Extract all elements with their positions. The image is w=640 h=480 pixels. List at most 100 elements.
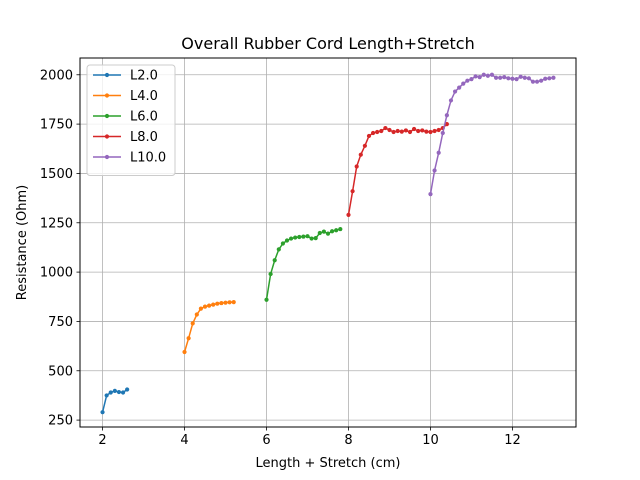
data-point	[403, 128, 408, 133]
data-point	[428, 129, 433, 135]
legend-item: L6.0	[93, 110, 158, 125]
series-L6.0	[264, 226, 343, 302]
data-point	[100, 410, 105, 415]
data-point	[366, 133, 372, 139]
legend-item: L8.0	[93, 130, 158, 145]
data-point	[350, 189, 355, 194]
data-point	[289, 236, 294, 241]
data-point	[428, 192, 433, 197]
data-point	[223, 300, 228, 305]
legend-label: L4.0	[130, 89, 158, 104]
data-point	[457, 85, 462, 90]
data-point	[440, 130, 445, 136]
legend-item: L10.0	[93, 151, 166, 166]
data-point	[301, 234, 306, 239]
data-point	[358, 152, 363, 157]
data-point	[526, 76, 531, 81]
data-point	[489, 72, 495, 77]
data-point	[202, 304, 208, 309]
data-point	[461, 81, 466, 86]
data-point	[522, 75, 527, 80]
data-point	[469, 77, 474, 82]
legend-item: L4.0	[93, 89, 158, 104]
data-point	[551, 75, 556, 80]
data-point	[370, 130, 376, 136]
data-point	[112, 388, 117, 393]
y-tick-label: 500	[48, 364, 73, 379]
data-point	[485, 73, 490, 78]
data-point	[465, 78, 470, 83]
data-point	[539, 78, 544, 83]
data-point	[473, 74, 478, 79]
data-point	[510, 76, 515, 81]
data-point	[407, 129, 413, 135]
grid	[80, 58, 576, 427]
data-point	[329, 229, 335, 234]
data-point	[436, 127, 441, 133]
data-point	[444, 113, 449, 118]
legend: L2.0 L4.0 L6.0 L8.0 L10.0	[86, 64, 176, 176]
x-tick-label: 6	[262, 433, 270, 448]
data-point	[284, 238, 290, 243]
legend-box	[86, 64, 176, 176]
data-point	[219, 300, 224, 306]
data-point	[416, 128, 421, 134]
data-point	[514, 77, 519, 82]
data-point	[543, 76, 548, 81]
data-point	[231, 299, 236, 305]
data-point	[182, 349, 187, 355]
y-tick-label: 1000	[40, 266, 73, 281]
data-point	[383, 125, 388, 131]
data-point	[313, 236, 318, 241]
data-point	[432, 168, 437, 173]
x-tick-label: 4	[180, 433, 188, 448]
data-point	[207, 303, 212, 308]
data-point	[452, 89, 458, 94]
legend-label: L8.0	[130, 130, 158, 145]
x-tick-label: 8	[344, 433, 352, 448]
chart-title: Overall Rubber Cord Length+Stretch	[181, 34, 474, 53]
series-L10.0	[428, 72, 556, 197]
data-point	[477, 75, 482, 80]
data-point	[534, 79, 540, 84]
legend-marker	[104, 154, 110, 160]
legend-marker	[104, 113, 110, 119]
data-point	[104, 393, 109, 398]
data-point	[424, 129, 429, 134]
data-point	[354, 164, 359, 169]
data-point	[190, 321, 195, 326]
data-point	[215, 301, 220, 306]
series-L4.0	[182, 299, 236, 355]
data-point	[338, 226, 343, 232]
plot-series	[100, 72, 556, 415]
y-axis-label: Resistance (Ohm)	[15, 185, 30, 300]
data-point	[411, 126, 417, 132]
data-point	[502, 75, 507, 80]
legend-marker	[104, 72, 110, 78]
y-tick-label: 2000	[40, 68, 73, 83]
plot-frame	[79, 57, 577, 428]
data-point	[293, 235, 298, 240]
series-L2.0	[100, 387, 130, 415]
data-point	[436, 150, 441, 155]
data-point	[379, 128, 384, 134]
data-point	[305, 234, 310, 239]
data-point	[448, 98, 454, 103]
data-point	[120, 390, 126, 395]
data-point	[387, 127, 392, 133]
data-point	[317, 230, 322, 236]
data-point	[391, 129, 396, 135]
data-point	[125, 387, 130, 392]
data-point	[547, 76, 552, 81]
y-tick-label: 1500	[40, 167, 73, 182]
data-point	[498, 75, 503, 80]
data-point	[198, 306, 204, 311]
data-point	[194, 312, 199, 317]
data-point	[268, 271, 273, 277]
x-tick-label: 12	[504, 433, 521, 448]
data-point	[375, 129, 380, 135]
data-point	[186, 336, 191, 341]
data-point	[399, 129, 404, 134]
legend-label: L6.0	[130, 110, 158, 125]
x-tick-label: 10	[422, 433, 439, 448]
